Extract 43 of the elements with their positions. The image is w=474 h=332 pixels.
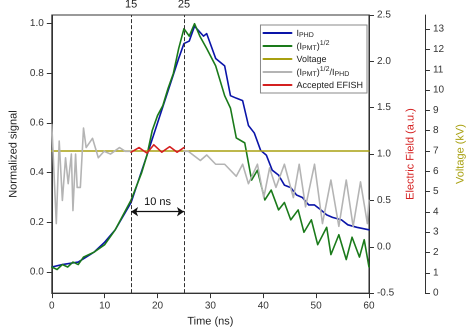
y3-tick-label: 2 [432, 247, 439, 258]
y3-tick-label: 4 [432, 206, 439, 218]
y2-tick-label: 0.0 [376, 241, 392, 252]
y-tick-label: 0.4 [30, 167, 44, 178]
y3-tick-label: 9 [432, 104, 439, 116]
y3-tick-label: 0 [432, 288, 439, 299]
y-tick-label: 0.2 [30, 216, 44, 228]
ref-line-label: 25 [178, 0, 190, 10]
y-tick-label: 0.0 [30, 266, 44, 278]
y2-tick-label: 0.5 [376, 194, 392, 206]
y3-tick-label: 10 [432, 84, 445, 96]
x-tick-label: 0 [49, 300, 56, 312]
annotation: 10 ns [144, 196, 172, 208]
y2-tick-label: 1.0 [376, 148, 392, 160]
y2-tick-label: 1.5 [376, 102, 392, 114]
y2-tick-label: 2.5 [376, 10, 392, 20]
y-tick-label: 0.8 [30, 68, 44, 79]
y-axis-title: Normalized signal [8, 110, 20, 198]
x-tick-label: 60 [363, 300, 375, 312]
y-tick-label: 0.6 [30, 118, 44, 129]
x-tick-label: 20 [152, 300, 164, 312]
y3-tick-label: 1 [432, 267, 439, 278]
y-tick-label: 1.0 [30, 18, 44, 30]
ref-line-label: 15 [124, 0, 138, 10]
y3-tick-label: 12 [432, 44, 445, 56]
y3-tick-label: 11 [432, 64, 444, 76]
x-axis-title: Time (ns) [187, 316, 234, 328]
y3-tick-label: 7 [432, 146, 439, 157]
legend-label: Accepted EFISH [296, 80, 363, 90]
x-tick-label: 10 [99, 300, 111, 312]
y3-tick-label: 5 [432, 186, 439, 198]
y3-tick-label: 8 [432, 125, 439, 136]
y3-tick-label: 13 [432, 24, 445, 35]
y3-tick-label: 6 [432, 166, 439, 177]
y2-axis-title: Electric Field (a.u.) [404, 108, 417, 200]
y2-tick-label: -0.5 [376, 288, 395, 299]
x-tick-label: 50 [310, 300, 322, 312]
legend-label: Voltage [296, 54, 326, 64]
y3-tick-label: 3 [432, 226, 439, 238]
x-tick-label: 40 [258, 300, 270, 312]
y2-tick-label: 2.0 [376, 56, 392, 67]
x-tick-label: 30 [204, 300, 216, 312]
y3-axis-title: Voltage (kV) [454, 124, 466, 184]
